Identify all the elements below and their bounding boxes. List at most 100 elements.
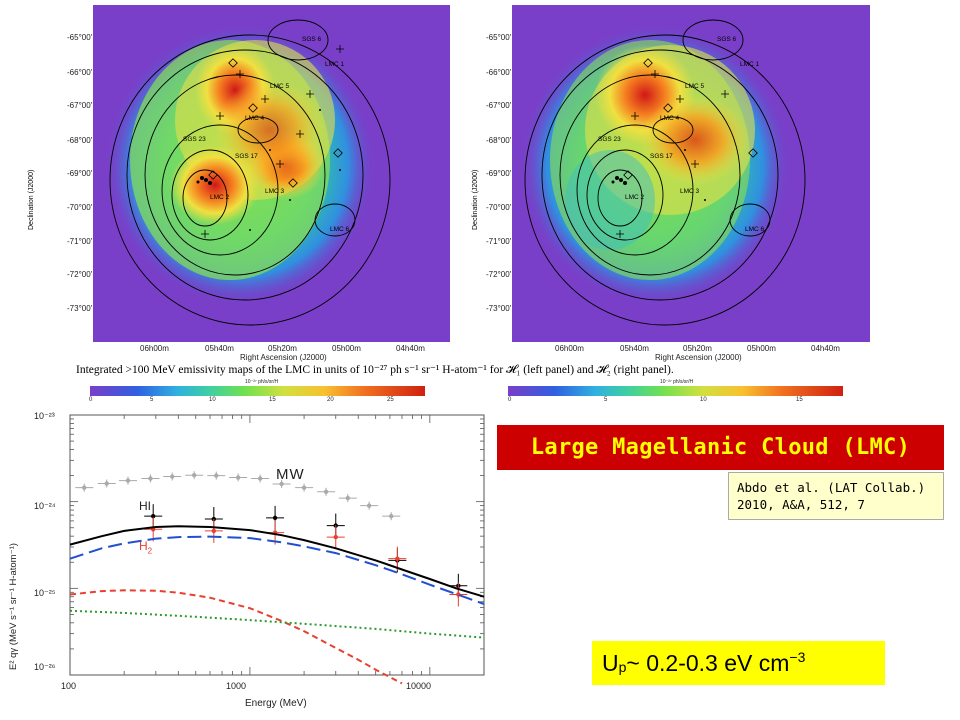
x-axis-label: Energy (MeV) bbox=[245, 698, 307, 709]
left-map-dec-tick: -69°00' bbox=[67, 169, 93, 178]
data-point bbox=[333, 534, 338, 540]
hi-label: HI bbox=[139, 499, 151, 513]
x-tick-label: 1000 bbox=[226, 681, 247, 691]
energy-density-symbol: U bbox=[602, 649, 619, 676]
right-map-ra-tick: 05h20m bbox=[683, 344, 712, 353]
spectrum-plot bbox=[69, 414, 485, 685]
right-colorbar-tick: 10 bbox=[700, 397, 707, 403]
left-colorbar-tick: 20 bbox=[327, 397, 334, 403]
left-map-ra-tick: 05h40m bbox=[205, 344, 234, 353]
right-map-xlabel: Right Ascension (J2000) bbox=[655, 353, 742, 362]
right-map-ra-tick: 06h00m bbox=[555, 344, 584, 353]
svg-text:LMC 3: LMC 3 bbox=[680, 188, 700, 195]
right-map-dec-tick: -65°00' bbox=[486, 33, 512, 42]
left-colorbar-tick: 5 bbox=[150, 397, 154, 403]
data-point bbox=[104, 481, 109, 486]
left-map-dec-tick: -72°00' bbox=[67, 270, 93, 279]
model-curve bbox=[69, 609, 485, 639]
right-map-dec-tick: -73°00' bbox=[486, 304, 512, 313]
svg-text:LMC 5: LMC 5 bbox=[685, 83, 705, 90]
data-point bbox=[211, 528, 217, 534]
svg-text:LMC 6: LMC 6 bbox=[745, 226, 765, 233]
data-point bbox=[214, 473, 219, 478]
svg-text:SGS 17: SGS 17 bbox=[650, 153, 673, 160]
left-map: SGS 6 LMC 1 LMC 5 LMC 4 SGS 23 SGS 17 LM… bbox=[93, 5, 450, 342]
y-axis-label: E² qγ (MeV s⁻¹ sr⁻¹ H-atom⁻¹) bbox=[8, 543, 19, 670]
model-curve bbox=[69, 589, 403, 685]
data-point bbox=[345, 495, 351, 501]
left-colorbar-tick: 10 bbox=[209, 397, 216, 403]
right-colorbar-tick: 5 bbox=[604, 397, 608, 403]
data-point bbox=[272, 515, 278, 521]
svg-text:LMC 1: LMC 1 bbox=[740, 61, 760, 68]
right-map-dec-tick: -70°00' bbox=[486, 203, 512, 212]
data-point bbox=[301, 485, 307, 490]
h2-label: H2 bbox=[139, 539, 153, 556]
svg-text:SGS 6: SGS 6 bbox=[302, 36, 322, 43]
right-map-ra-tick: 04h40m bbox=[811, 344, 840, 353]
left-colorbar bbox=[90, 386, 425, 396]
right-map-ra-tick: 05h40m bbox=[620, 344, 649, 353]
svg-text:SGS 17: SGS 17 bbox=[235, 153, 258, 160]
data-point bbox=[170, 474, 175, 479]
mw-label: MW bbox=[276, 466, 305, 483]
spectrum-chart: 10⁻²³ 10⁻²⁴ 10⁻²⁵ 10⁻²⁶ 100 1000 10000 E… bbox=[0, 405, 490, 720]
data-point bbox=[366, 503, 372, 508]
svg-text:LMC 3: LMC 3 bbox=[265, 188, 285, 195]
right-map-dec-tick: -72°00' bbox=[486, 270, 512, 279]
reference-box: Abdo et al. (LAT Collab.) 2010, A&A, 512… bbox=[728, 472, 944, 520]
left-colorbar-tick: 0 bbox=[89, 397, 93, 403]
left-map-dec-tick: -71°00' bbox=[67, 237, 93, 246]
plot-frame bbox=[69, 414, 485, 676]
right-map-panel: SGS 6 LMC 1 LMC 5 LMC 4 SGS 23 SGS 17 LM… bbox=[470, 0, 890, 365]
svg-text:LMC 4: LMC 4 bbox=[660, 115, 680, 122]
reference-line-2: 2010, A&A, 512, 7 bbox=[737, 497, 865, 512]
y-tick-label: 10⁻²⁵ bbox=[34, 588, 56, 598]
left-map-ylabel: Declination (J2000) bbox=[28, 169, 35, 230]
data-point bbox=[257, 476, 263, 481]
slide-title: Large Magellanic Cloud (LMC) bbox=[497, 425, 944, 470]
right-map-dec-tick: -67°00' bbox=[486, 101, 512, 110]
right-map-dec-tick: -71°00' bbox=[486, 237, 512, 246]
y-tick-label: 10⁻²⁶ bbox=[34, 662, 56, 672]
data-point bbox=[191, 473, 197, 478]
data-point bbox=[235, 475, 241, 480]
data-point bbox=[323, 489, 329, 494]
data-point bbox=[82, 485, 87, 490]
right-map-dec-tick: -68°00' bbox=[486, 136, 512, 145]
left-map-ra-tick: 06h00m bbox=[140, 344, 169, 353]
slide-title-text: Large Magellanic Cloud (LMC) bbox=[530, 435, 911, 460]
svg-text:SGS 23: SGS 23 bbox=[598, 136, 621, 143]
svg-text:SGS 6: SGS 6 bbox=[717, 36, 737, 43]
left-map-dec-tick: -68°00' bbox=[67, 136, 93, 145]
left-map-dec-tick: -67°00' bbox=[67, 101, 93, 110]
svg-text:SGS 23: SGS 23 bbox=[183, 136, 206, 143]
x-tick-label: 100 bbox=[61, 681, 77, 691]
svg-text:LMC 5: LMC 5 bbox=[270, 83, 290, 90]
y-tick-label: 10⁻²⁴ bbox=[34, 501, 56, 511]
left-map-dec-tick: -66°00' bbox=[67, 68, 93, 77]
right-colorbar-tick: 15 bbox=[796, 397, 803, 403]
data-point bbox=[150, 513, 156, 519]
right-map-dec-tick: -66°00' bbox=[486, 68, 512, 77]
svg-text:LMC 2: LMC 2 bbox=[625, 194, 645, 201]
right-map-dec-tick: -69°00' bbox=[486, 169, 512, 178]
energy-density-subscript: p bbox=[618, 659, 627, 675]
right-colorbar-unit: 10⁻²⁷ ph/s/sr/H bbox=[660, 379, 694, 385]
figure-caption: Integrated >100 MeV emissivity maps of t… bbox=[76, 364, 674, 376]
right-colorbar bbox=[508, 386, 843, 396]
left-colorbar-unit: 10⁻²⁷ ph/s/sr/H bbox=[245, 379, 279, 385]
data-point bbox=[389, 513, 394, 519]
left-map-ra-tick: 04h40m bbox=[396, 344, 425, 353]
left-colorbar-tick: 15 bbox=[269, 397, 276, 403]
left-map-ra-tick: 05h20m bbox=[268, 344, 297, 353]
model-curve bbox=[69, 535, 485, 605]
data-point bbox=[125, 478, 131, 483]
data-point bbox=[148, 476, 153, 481]
right-map: SGS 6 LMC 1 LMC 5 LMC 4 SGS 23 SGS 17 LM… bbox=[512, 5, 870, 342]
model-curve bbox=[69, 525, 485, 598]
y-tick-label: 10⁻²³ bbox=[34, 411, 55, 421]
svg-text:LMC 6: LMC 6 bbox=[330, 226, 350, 233]
left-map-dec-tick: -65°00' bbox=[67, 33, 93, 42]
